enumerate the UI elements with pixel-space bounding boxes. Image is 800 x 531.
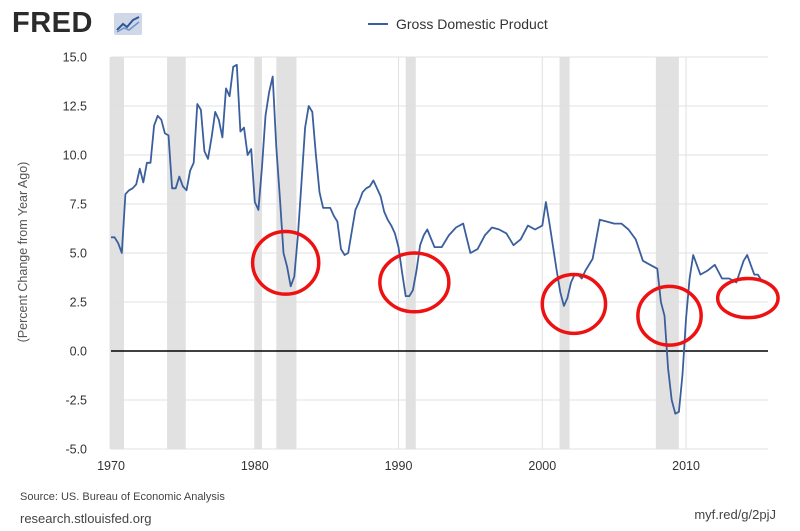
y-axis-ticks: 15.0 12.5 10.0 7.5 5.0 2.5 0.0 -2.5 -5.0 [63,51,87,457]
y-tick-label-4: 5.0 [70,247,87,261]
chart-legend: Gross Domestic Product [368,14,548,34]
legend-swatch [368,23,388,25]
annotation-circle-0 [250,229,321,296]
annotation-circle-1 [378,251,451,314]
x-tick-label-0: 1970 [97,459,125,473]
series-line-0 [111,63,766,415]
y-tick-label-3: 7.5 [70,198,87,212]
x-tick-label-1: 1980 [241,459,269,473]
annotation-circle-2 [540,272,608,336]
gdp-line-chart: 15.0 12.5 10.0 7.5 5.0 2.5 0.0 -2.5 -5.0 1970 198… [16,51,780,473]
source-note: Source: US. Bureau of Economic Analysis [20,491,225,503]
y-tick-label-8: -5.0 [65,443,87,457]
y-tick-label-5: 2.5 [70,296,87,310]
x-tick-label-3: 2000 [528,459,556,473]
annotation-layer [250,229,780,347]
annotation-circle-4 [715,276,780,320]
x-axis-ticks: 1970 1980 1990 2000 2010 [97,459,700,473]
series-layer [111,63,766,415]
site-link[interactable]: research.stlouisfed.org [20,511,152,526]
y-tick-label-2: 10.0 [63,149,87,163]
short-url-link[interactable]: myf.red/g/2pjJ [694,507,776,522]
annotation-circle-3 [636,284,703,347]
x-tick-label-4: 2010 [672,459,700,473]
logo-text: FRED [12,7,93,39]
x-tick-label-2: 1990 [385,459,413,473]
y-tick-label-6: 0.0 [70,345,87,359]
y-tick-label-0: 15.0 [63,51,87,65]
y-tick-label-7: -2.5 [65,394,87,408]
legend-label: Gross Domestic Product [396,16,548,32]
y-tick-label-1: 12.5 [63,100,87,114]
line-chart-icon [114,13,142,35]
y-axis-label: (Percent Change from Year Ago) [16,162,30,343]
